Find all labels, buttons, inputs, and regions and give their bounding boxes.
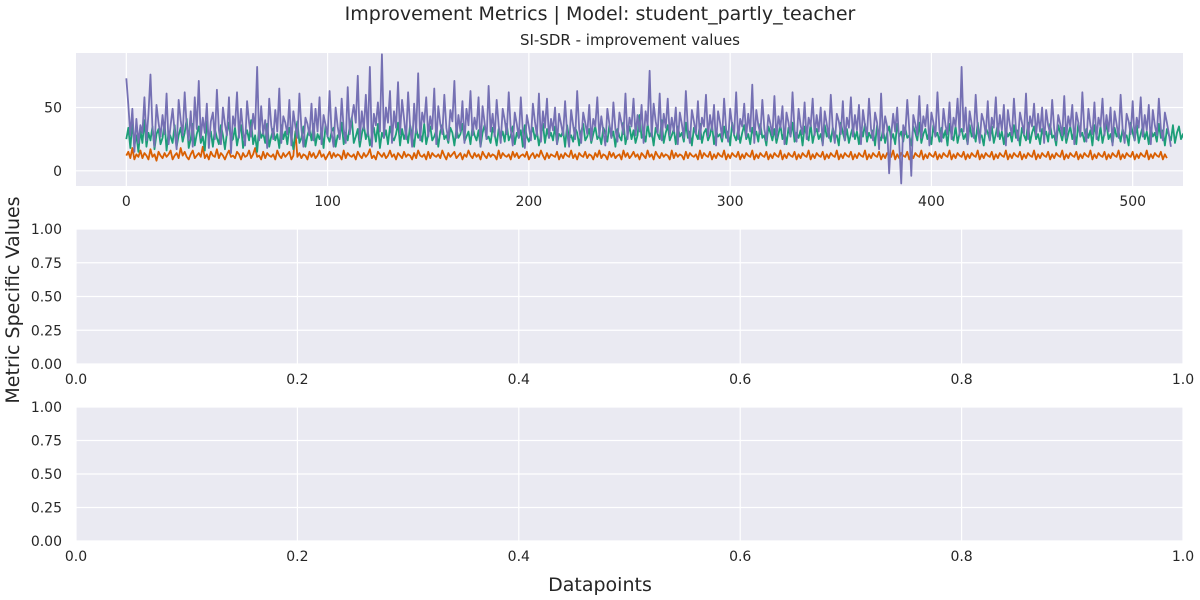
y-tick-label: 0.25 [31,323,62,339]
y-tick-label: 0.00 [31,357,62,373]
x-tick-label: 1.0 [1172,372,1194,388]
y-tick-label: 0.25 [31,501,62,517]
x-tick-label: 0.0 [65,549,87,565]
y-tick-label: 50 [44,100,62,116]
x-tick-label: 0.4 [508,372,530,388]
subplot-1: SI-SDR - improvement values 0 100 200 300 40… [44,31,1183,210]
series-line-1 [125,130,1168,162]
x-tick-label: 200 [515,194,542,210]
x-tick-label: 400 [918,194,945,210]
y-tick-label: 1.00 [31,400,62,416]
subplot-1-axes: 0 100 200 300 400 500 0 50 [44,53,1183,210]
subplot-3-axes: 0.0 0.2 0.4 0.6 0.8 1.0 0.00 0.25 0.50 0.75 1.00 [31,400,1194,565]
x-tick-label: 0.2 [286,549,308,565]
x-tick-label: 0.0 [65,372,87,388]
x-tick-label: 0.8 [950,549,972,565]
subplot-1-title: SI-SDR - improvement values [520,31,740,49]
figure-title: Improvement Metrics | Model: student_par… [345,3,856,25]
x-tick-label: 0.8 [950,372,972,388]
series-line-3 [125,53,1172,185]
subplot-2: 0.0 0.2 0.4 0.6 0.8 1.0 0.00 0.25 0.50 0.75 1.00 [31,222,1194,388]
figure-ylabel: Metric Specific Values [2,196,24,403]
y-tick-label: 0.00 [31,534,62,550]
x-tick-label: 0.2 [286,372,308,388]
y-tick-label: 0 [53,164,62,180]
subplot-2-axes: 0.0 0.2 0.4 0.6 0.8 1.0 0.00 0.25 0.50 0.75 1.00 [31,222,1194,388]
x-tick-label: 1.0 [1172,549,1194,565]
x-tick-label: 0 [122,194,131,210]
y-tick-label: 0.75 [31,256,62,272]
figure-xlabel: Datapoints [548,574,652,596]
x-tick-label: 300 [717,194,744,210]
y-tick-label: 0.50 [31,290,62,306]
subplot-3: 0.0 0.2 0.4 0.6 0.8 1.0 0.00 0.25 0.50 0.75 1.00 [31,400,1194,565]
x-tick-label: 0.6 [729,372,751,388]
x-tick-label: 500 [1119,194,1146,210]
x-tick-label: 0.4 [508,549,530,565]
y-tick-label: 1.00 [31,222,62,238]
x-tick-label: 100 [314,194,341,210]
y-tick-label: 0.50 [31,467,62,483]
y-tick-label: 0.75 [31,434,62,450]
x-tick-label: 0.6 [729,549,751,565]
